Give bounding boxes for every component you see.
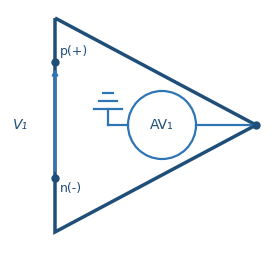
Text: n(-): n(-) [60, 182, 82, 195]
Text: V₁: V₁ [12, 118, 28, 132]
Text: p(+): p(+) [60, 45, 88, 58]
Text: AV₁: AV₁ [150, 118, 174, 132]
